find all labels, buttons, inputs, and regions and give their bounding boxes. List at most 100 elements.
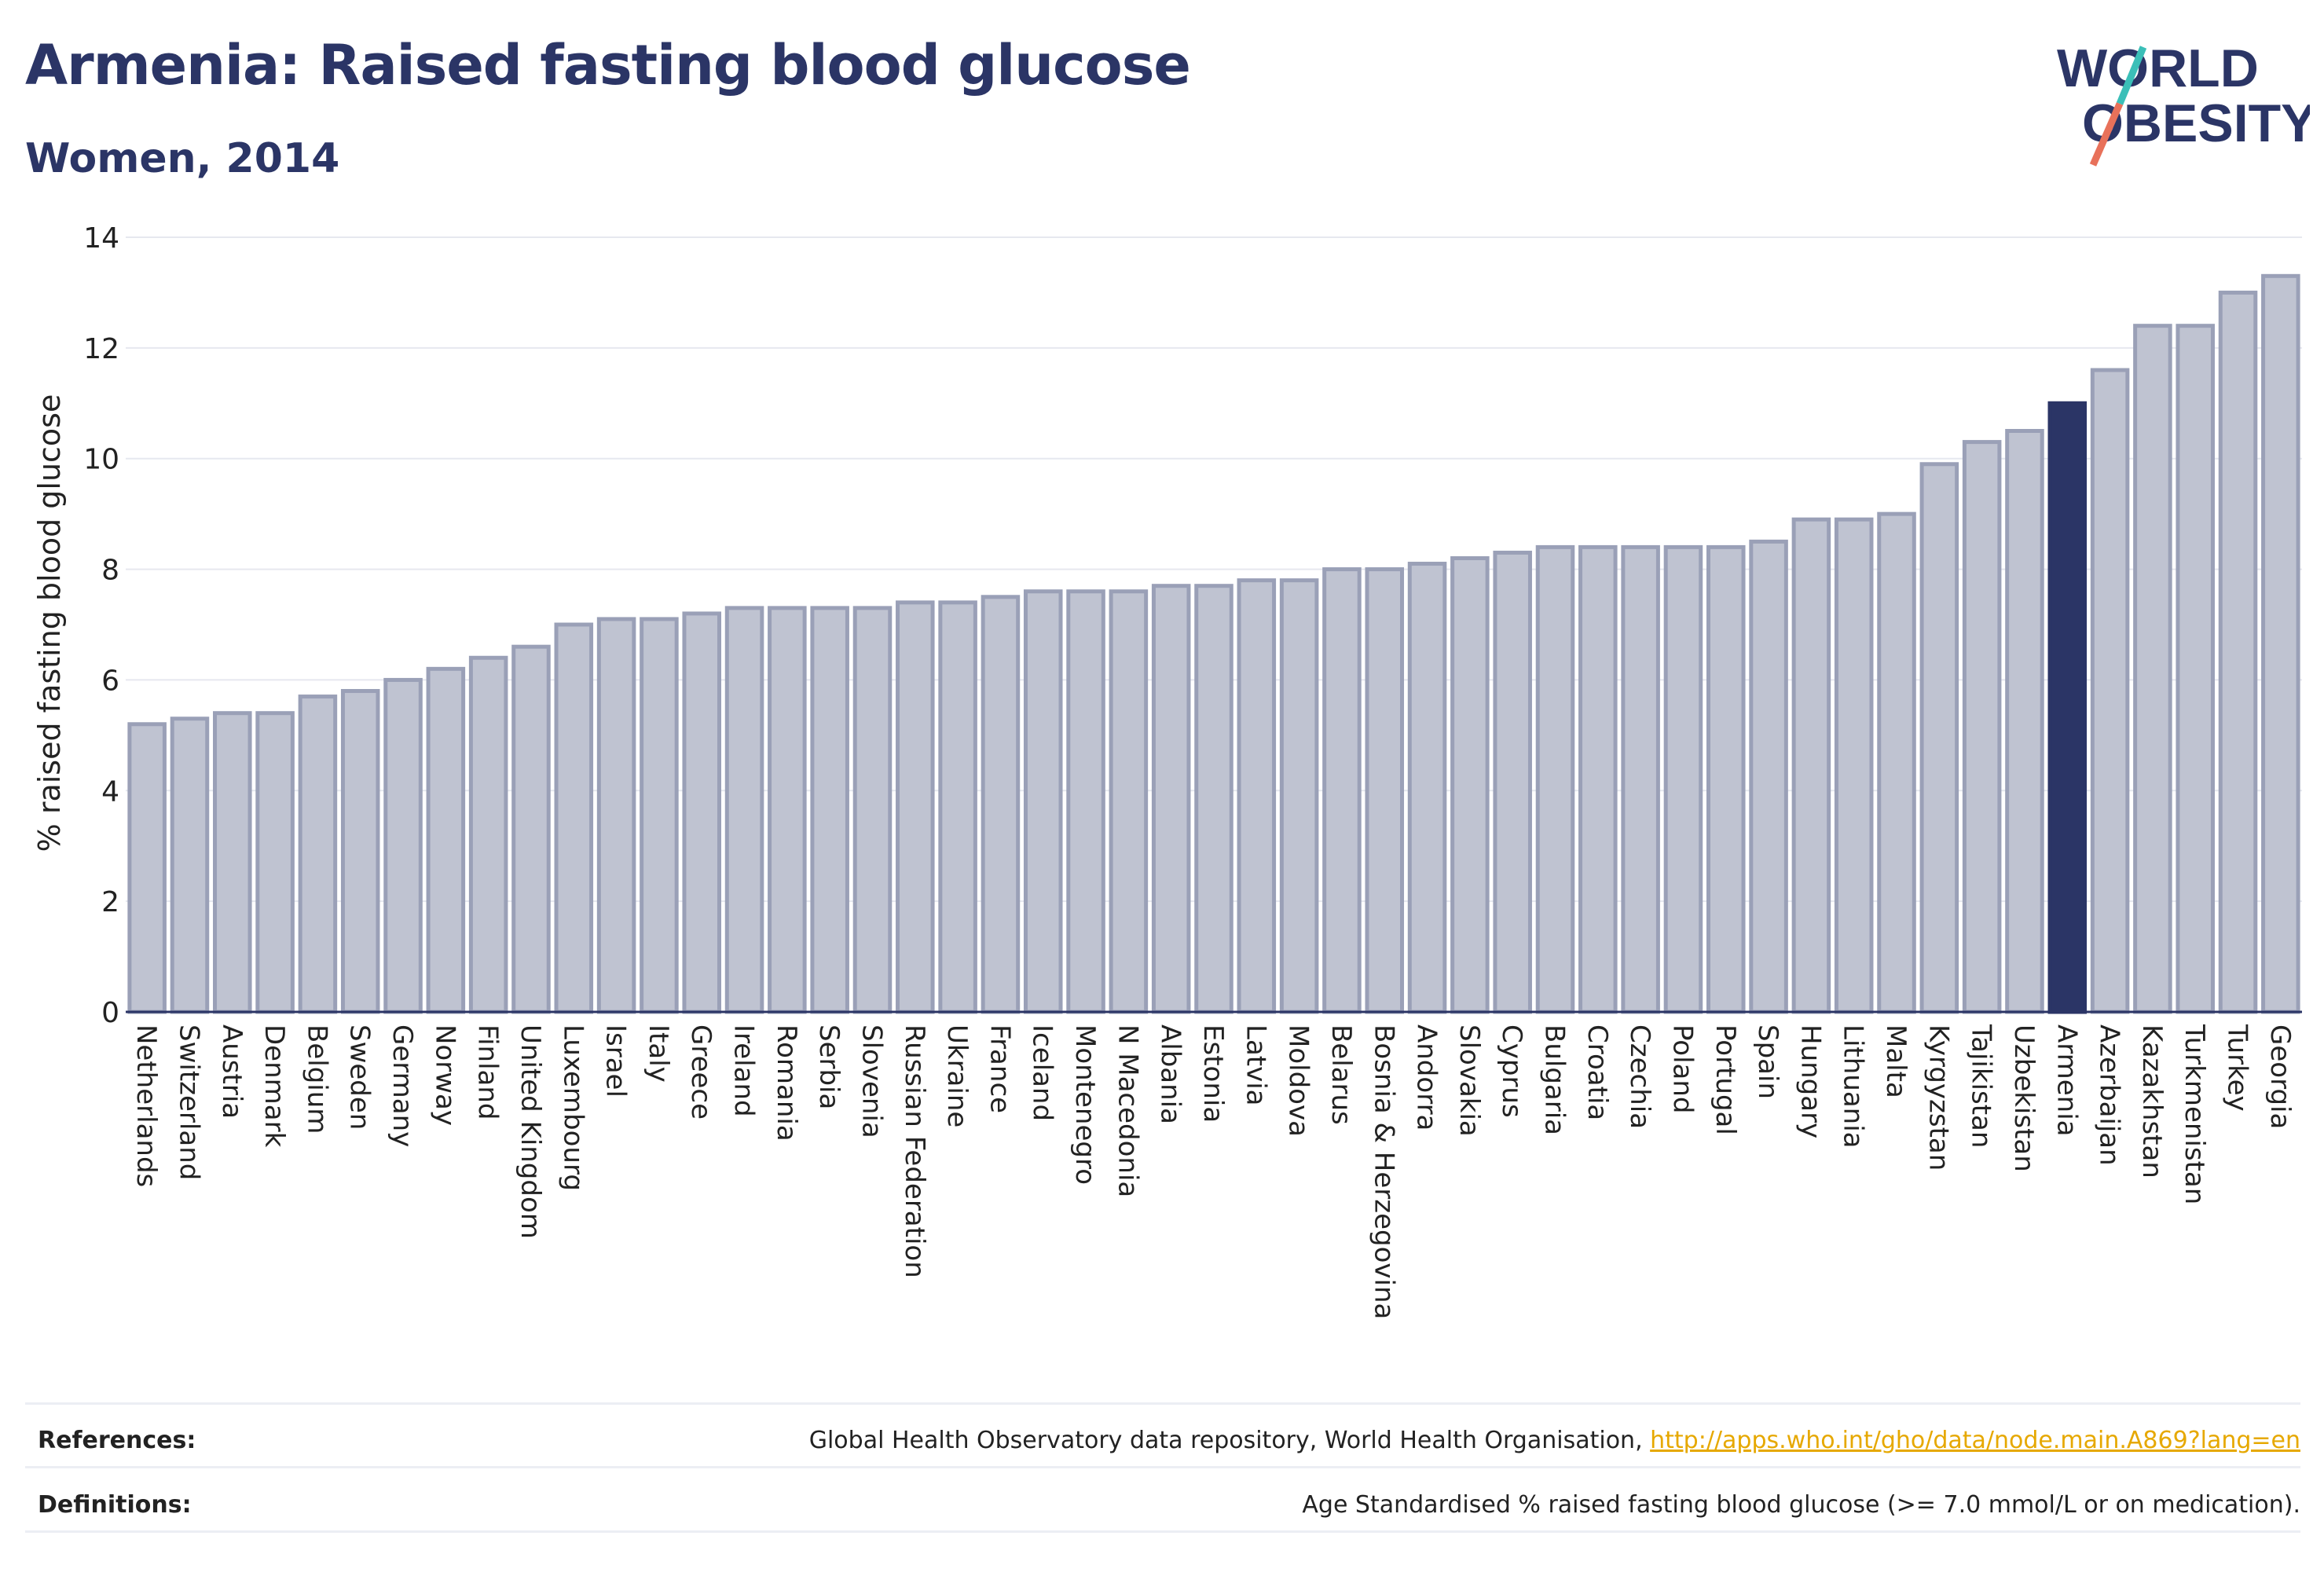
x-tick-label: Germany xyxy=(387,1024,418,1147)
bar-andorra xyxy=(1407,562,1447,1014)
bar-ireland xyxy=(724,606,764,1014)
x-tick-label: Serbia xyxy=(813,1024,845,1109)
x-tick-label: Netherlands xyxy=(130,1024,162,1187)
x-tick-label: Italy xyxy=(643,1024,674,1083)
chart-subtitle: Women, 2014 xyxy=(25,135,340,182)
logo-slash-teal xyxy=(2116,46,2147,105)
references-link[interactable]: http://apps.who.int/gho/data/node.main.A… xyxy=(1650,1427,2300,1454)
bar-belgium xyxy=(298,695,338,1014)
bar-denmark xyxy=(255,711,295,1014)
bar-kyrgyzstan xyxy=(1919,462,1959,1014)
x-tick-label: Ukraine xyxy=(941,1024,973,1127)
bar-bosnia-herzegovina xyxy=(1365,567,1405,1014)
y-tick-label: 8 xyxy=(101,555,119,587)
y-tick-label: 2 xyxy=(101,886,119,918)
bar-kazakhstan xyxy=(2133,324,2172,1014)
references-label: References: xyxy=(38,1427,196,1454)
bar-finland xyxy=(468,655,508,1014)
x-tick-label: Montenegro xyxy=(1069,1024,1101,1185)
bar-highlight-armenia xyxy=(2047,401,2088,1014)
x-tick-label: United Kingdom xyxy=(515,1024,546,1239)
x-tick-label: Poland xyxy=(1666,1024,1698,1114)
bar-moldova xyxy=(1279,578,1319,1014)
references-source: Global Health Observatory data repositor… xyxy=(808,1427,1651,1454)
y-tick-label: 10 xyxy=(83,444,119,476)
bar-croatia xyxy=(1578,544,1618,1014)
bar-slovakia xyxy=(1450,555,1490,1014)
x-tick-label: Finland xyxy=(472,1024,504,1120)
bar-ukraine xyxy=(938,600,977,1014)
y-tick-label: 14 xyxy=(83,222,119,255)
bar-tajikistan xyxy=(1962,440,2002,1014)
x-tick-label: Turkmenistan xyxy=(2179,1024,2210,1204)
x-tick-label: Andorra xyxy=(1411,1024,1442,1131)
x-tick-label: Georgia xyxy=(2264,1024,2296,1129)
x-tick-label: Greece xyxy=(685,1024,717,1120)
y-tick-label: 6 xyxy=(101,665,119,697)
x-tick-label: Slovenia xyxy=(856,1024,887,1138)
footer-divider-bottom xyxy=(25,1530,2300,1533)
y-axis-label: % raised fasting blood glucose xyxy=(32,394,67,852)
logo-slash-coral xyxy=(2089,102,2124,167)
bar-poland xyxy=(1663,544,1703,1014)
bar-turkey xyxy=(2218,290,2258,1014)
bar-belarus xyxy=(1322,567,1362,1014)
world-obesity-logo: WORLD OBESITY xyxy=(2057,38,2310,167)
bar-georgia xyxy=(2261,273,2300,1014)
x-tick-labels: Netherlands Switzerland Austria Denmark Belg… xyxy=(130,1024,2296,1319)
x-tick-label: Uzbekistan xyxy=(2008,1024,2040,1172)
y-tick-label: 0 xyxy=(101,997,119,1029)
bar-romania xyxy=(768,606,807,1014)
x-tick-label: Belgium xyxy=(301,1024,332,1134)
bar-sweden xyxy=(340,689,380,1014)
bar-czechia xyxy=(1621,544,1660,1014)
bar-n-macedonia xyxy=(1109,589,1149,1014)
x-tick-label: Azerbaijan xyxy=(2094,1024,2125,1166)
bar-greece xyxy=(682,611,722,1014)
bar-bulgaria xyxy=(1535,544,1575,1014)
x-tick-label: Sweden xyxy=(344,1024,376,1130)
bar-lithuania xyxy=(1834,517,1874,1014)
bar-luxembourg xyxy=(554,622,594,1014)
logo-line1: WORLD xyxy=(2057,38,2259,98)
y-tick-label: 4 xyxy=(101,775,119,808)
x-tick-label: Slovakia xyxy=(1453,1024,1485,1137)
bar-montenegro xyxy=(1066,589,1105,1014)
bar-hungary xyxy=(1791,517,1831,1014)
bar-chart: 0 2 4 6 8 10 12 14 Netherlands Switzerland Austri… xyxy=(32,222,2302,1319)
bar-israel xyxy=(596,617,636,1014)
x-tick-label: Norway xyxy=(429,1024,460,1126)
x-tick-label: Croatia xyxy=(1582,1024,1613,1120)
x-tick-label: Kyrgyzstan xyxy=(1923,1024,1954,1171)
bar-united-kingdom xyxy=(511,644,551,1014)
x-tick-label: Denmark xyxy=(258,1024,290,1148)
definitions-label: Definitions: xyxy=(38,1491,192,1519)
x-tick-label: Latvia xyxy=(1240,1024,1271,1106)
bar-azerbaijan xyxy=(2090,368,2130,1014)
x-tick-label: Austria xyxy=(216,1024,247,1119)
x-tick-label: N Macedonia xyxy=(1112,1024,1143,1197)
bar-serbia xyxy=(810,606,849,1014)
bar-slovenia xyxy=(852,606,893,1014)
x-tick-label: Turkey xyxy=(2222,1024,2253,1112)
x-tick-label: Israel xyxy=(600,1024,632,1098)
x-tick-label: Tajikistan xyxy=(1966,1024,1997,1148)
footer-divider-top xyxy=(25,1402,2300,1405)
x-tick-label: Bulgaria xyxy=(1539,1024,1571,1135)
bar-spain xyxy=(1749,539,1788,1014)
x-tick-label: Switzerland xyxy=(173,1024,204,1180)
bar-norway xyxy=(426,666,466,1014)
x-tick-label: Russian Federation xyxy=(899,1024,930,1278)
x-tick-label: France xyxy=(984,1024,1015,1113)
x-tick-label: Albania xyxy=(1155,1024,1186,1124)
y-tick-labels: 0 2 4 6 8 10 12 14 xyxy=(83,222,119,1029)
definitions-text: Age Standardised % raised fasting blood … xyxy=(1302,1491,2300,1519)
references-text: Global Health Observatory data repositor… xyxy=(809,1427,2300,1454)
bar-estonia xyxy=(1194,584,1233,1014)
x-tick-label: Armenia xyxy=(2051,1024,2082,1137)
x-tick-label: Luxembourg xyxy=(557,1024,588,1191)
x-tick-label: Moldova xyxy=(1283,1024,1314,1137)
y-tick-label: 12 xyxy=(83,333,119,365)
bar-italy xyxy=(640,617,679,1014)
x-tick-label: Estonia xyxy=(1197,1024,1229,1123)
